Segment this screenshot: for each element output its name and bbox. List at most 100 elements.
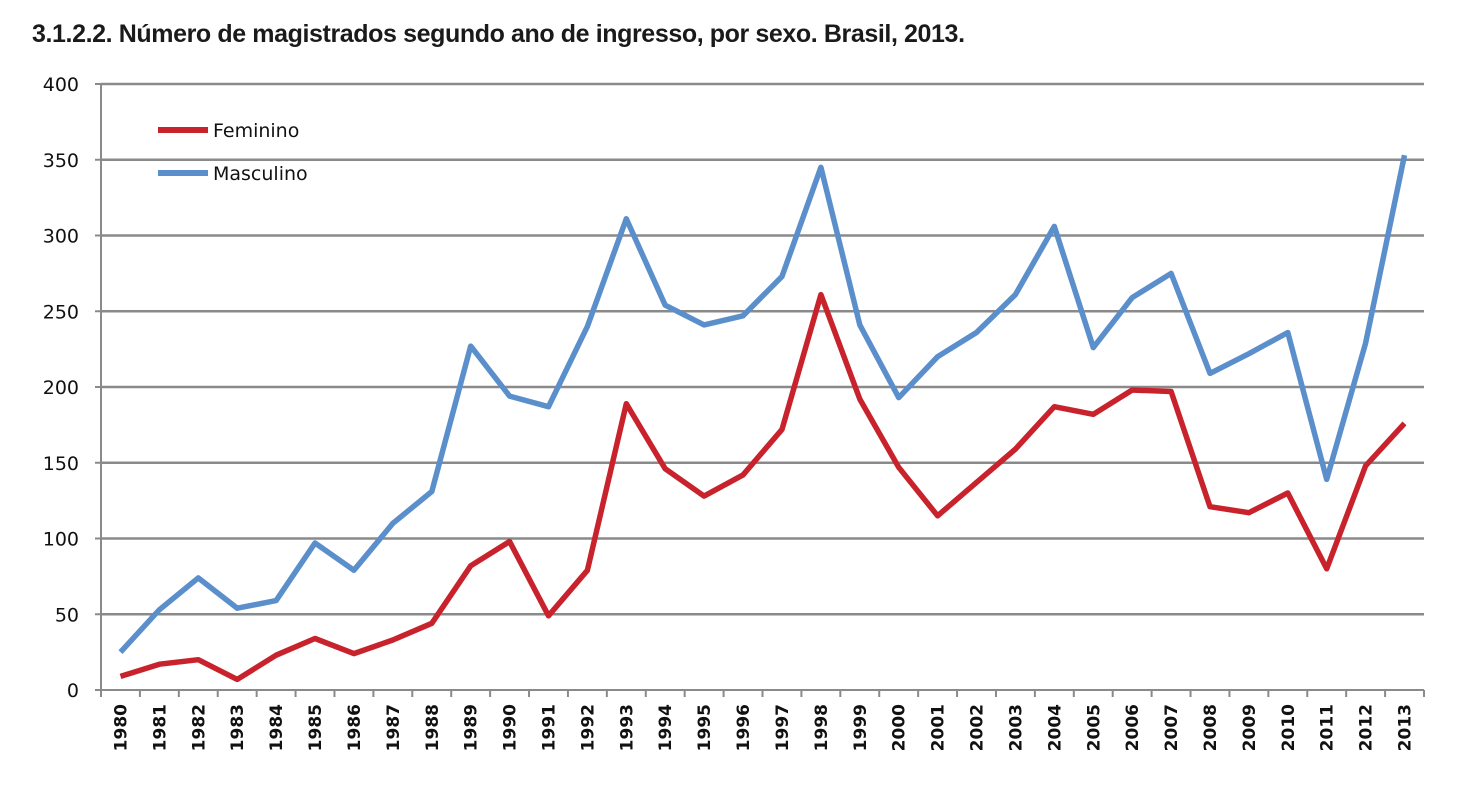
x-tick-label: 2008 [1201, 704, 1221, 751]
data-point-masculino [234, 605, 240, 611]
x-tick-label: 2005 [1084, 704, 1104, 751]
data-point-feminino [1051, 404, 1057, 410]
x-tick-label: 1999 [851, 704, 871, 751]
data-point-feminino [1246, 510, 1252, 516]
data-point-feminino [584, 567, 590, 573]
y-tick-label: 200 [43, 377, 79, 399]
data-point-masculino [1363, 340, 1369, 346]
data-point-feminino [507, 539, 513, 545]
data-point-feminino [857, 396, 863, 402]
x-tick-label: 2009 [1240, 704, 1260, 751]
y-tick-label: 400 [43, 74, 79, 96]
x-tick-label: 1980 [111, 704, 131, 751]
data-point-masculino [273, 598, 279, 604]
y-tick-label: 0 [67, 680, 79, 702]
x-tick-label: 2000 [890, 704, 910, 751]
data-point-masculino [1051, 223, 1057, 229]
x-tick-label: 1984 [267, 704, 287, 751]
x-tick-label: 1987 [384, 704, 404, 751]
data-point-feminino [1207, 504, 1213, 510]
data-point-feminino [1168, 389, 1174, 395]
data-point-masculino [623, 216, 629, 222]
data-point-feminino [545, 613, 551, 619]
data-point-masculino [857, 322, 863, 328]
data-point-feminino [1324, 566, 1330, 572]
data-point-masculino [507, 393, 513, 399]
data-point-feminino [195, 657, 201, 663]
data-point-masculino [390, 520, 396, 526]
x-tick-label: 2004 [1045, 704, 1065, 751]
data-point-masculino [117, 649, 123, 655]
data-point-feminino [1402, 420, 1408, 426]
x-tick-label: 1986 [345, 704, 365, 751]
data-point-feminino [1090, 411, 1096, 417]
data-point-feminino [1285, 490, 1291, 496]
data-point-masculino [896, 395, 902, 401]
data-point-masculino [1129, 295, 1135, 301]
data-point-feminino [662, 466, 668, 472]
data-point-masculino [545, 404, 551, 410]
data-point-masculino [818, 164, 824, 170]
data-point-feminino [818, 292, 824, 298]
data-point-feminino [117, 673, 123, 679]
x-tick-label: 2011 [1318, 704, 1338, 751]
x-tick-label: 2002 [968, 704, 988, 751]
data-point-masculino [195, 575, 201, 581]
x-tick-label: 2007 [1162, 704, 1182, 751]
y-tick-label: 50 [55, 604, 79, 626]
data-point-feminino [312, 635, 318, 641]
data-point-masculino [312, 540, 318, 546]
x-tick-label: 2001 [929, 704, 949, 751]
x-tick-label: 1983 [228, 704, 248, 751]
data-point-feminino [935, 513, 941, 519]
data-point-feminino [1129, 387, 1135, 393]
data-point-masculino [1324, 476, 1330, 482]
x-tick-label: 1991 [539, 704, 559, 751]
x-tick-label: 1992 [578, 704, 598, 751]
series-line-masculino [118, 154, 1408, 654]
data-point-feminino [974, 479, 980, 485]
x-tick-label: 1985 [306, 704, 326, 751]
x-tick-label: 1993 [617, 704, 637, 751]
x-tick-label: 1990 [501, 704, 521, 751]
x-tick-label: 1996 [734, 704, 754, 751]
data-point-masculino [468, 343, 474, 349]
data-point-masculino [351, 567, 357, 573]
x-tick-label: 2012 [1357, 704, 1377, 751]
data-point-feminino [273, 652, 279, 658]
series-line-feminino [119, 291, 1407, 683]
x-tick-label: 2006 [1123, 704, 1143, 751]
data-point-feminino [701, 493, 707, 499]
data-point-masculino [1012, 292, 1018, 298]
data-point-feminino [623, 401, 629, 407]
y-tick-label: 300 [43, 226, 79, 248]
x-tick-label: 1982 [189, 704, 209, 751]
data-point-feminino [779, 426, 785, 432]
data-point-feminino [234, 676, 240, 682]
data-point-masculino [1090, 345, 1096, 351]
data-point-masculino [662, 302, 668, 308]
x-tick-label: 1994 [656, 704, 676, 751]
data-point-masculino [701, 322, 707, 328]
x-tick-label: 2013 [1396, 704, 1416, 751]
y-tick-label: 350 [43, 150, 79, 172]
x-tick-label: 1988 [423, 704, 443, 751]
y-tick-label: 150 [43, 453, 79, 475]
data-point-masculino [779, 273, 785, 279]
data-point-feminino [390, 637, 396, 643]
data-point-feminino [1012, 446, 1018, 452]
x-tick-label: 1981 [150, 704, 170, 751]
data-point-masculino [935, 354, 941, 360]
data-point-masculino [1168, 270, 1174, 276]
x-tick-label: 1998 [812, 704, 832, 751]
data-point-masculino [1246, 351, 1252, 357]
y-tick-label: 100 [43, 529, 79, 551]
x-tick-label: 2010 [1279, 704, 1299, 751]
x-tick-label: 1989 [462, 704, 482, 751]
data-point-masculino [1285, 329, 1291, 335]
y-tick-label: 250 [43, 301, 79, 323]
data-point-masculino [1402, 152, 1408, 158]
data-point-masculino [156, 607, 162, 613]
data-point-masculino [1207, 370, 1213, 376]
